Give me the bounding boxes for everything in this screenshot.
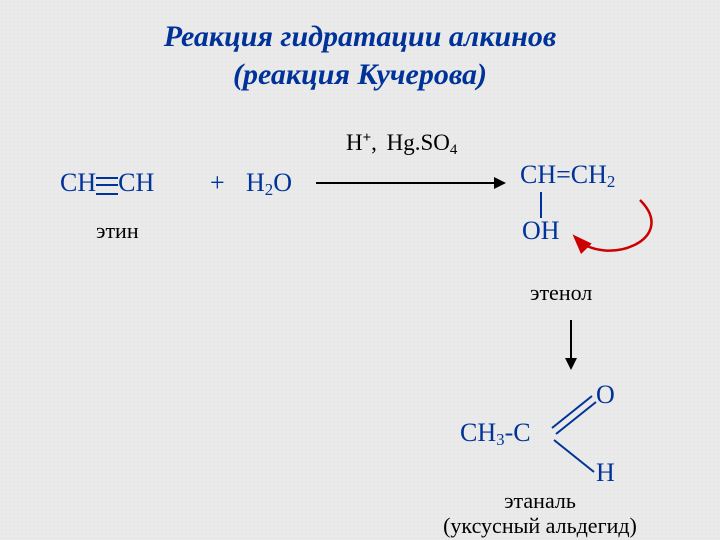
catalyst-comma: , xyxy=(371,130,377,155)
title-line1: Реакция гидратации алкинов xyxy=(164,20,557,53)
catalyst-sub4: 4 xyxy=(450,142,457,158)
ald-o: O xyxy=(596,380,615,410)
product-aldehyde: CH3-C O H xyxy=(460,378,660,488)
enol-ch: CH xyxy=(520,160,556,189)
reagent-ethyne: CH CH xyxy=(60,168,154,198)
h2o-h: H xyxy=(246,168,265,197)
catalyst-h: H xyxy=(346,130,363,155)
enol-sub2: 2 xyxy=(607,172,615,191)
reaction-arrow-icon xyxy=(316,182,504,184)
catalyst-label: H+, Hg.SO4 xyxy=(346,130,457,159)
triple-bond xyxy=(96,175,118,193)
product-enol-top: CH=CH2 xyxy=(520,160,615,192)
catalyst-hgso4: Hg.SO xyxy=(387,130,450,155)
down-arrow-icon xyxy=(570,320,572,368)
h2o-sub: 2 xyxy=(265,180,273,199)
ethyne-ch-left: CH xyxy=(60,168,96,197)
catalyst-plus-icon: + xyxy=(363,130,372,146)
label-ethenol: этенол xyxy=(530,280,592,306)
enol-ch2: CH xyxy=(571,160,607,189)
curved-arrow-icon xyxy=(576,200,651,251)
product-enol-oh: OH xyxy=(522,216,560,246)
title-line2: (реакция Кучерова) xyxy=(233,58,487,91)
label-ethyne: этин xyxy=(96,218,139,244)
plus-sign: + xyxy=(210,168,225,198)
ethyne-ch-right: CH xyxy=(118,168,154,197)
label-ethanal: этаналь (уксусный альдегид) xyxy=(360,488,720,539)
ald-h: H xyxy=(596,458,615,488)
ethanal-line2: (уксусный альдегид) xyxy=(443,513,637,538)
page-title: Реакция гидратации алкинов (реакция Куче… xyxy=(0,18,720,93)
aldehyde-bonds-svg xyxy=(460,378,660,488)
enol-eq: = xyxy=(556,160,571,189)
h2o-o: O xyxy=(273,168,292,197)
reagent-water: H2O xyxy=(246,168,292,200)
enol-bond-bar xyxy=(540,192,542,218)
ethanal-line1: этаналь xyxy=(504,488,576,513)
